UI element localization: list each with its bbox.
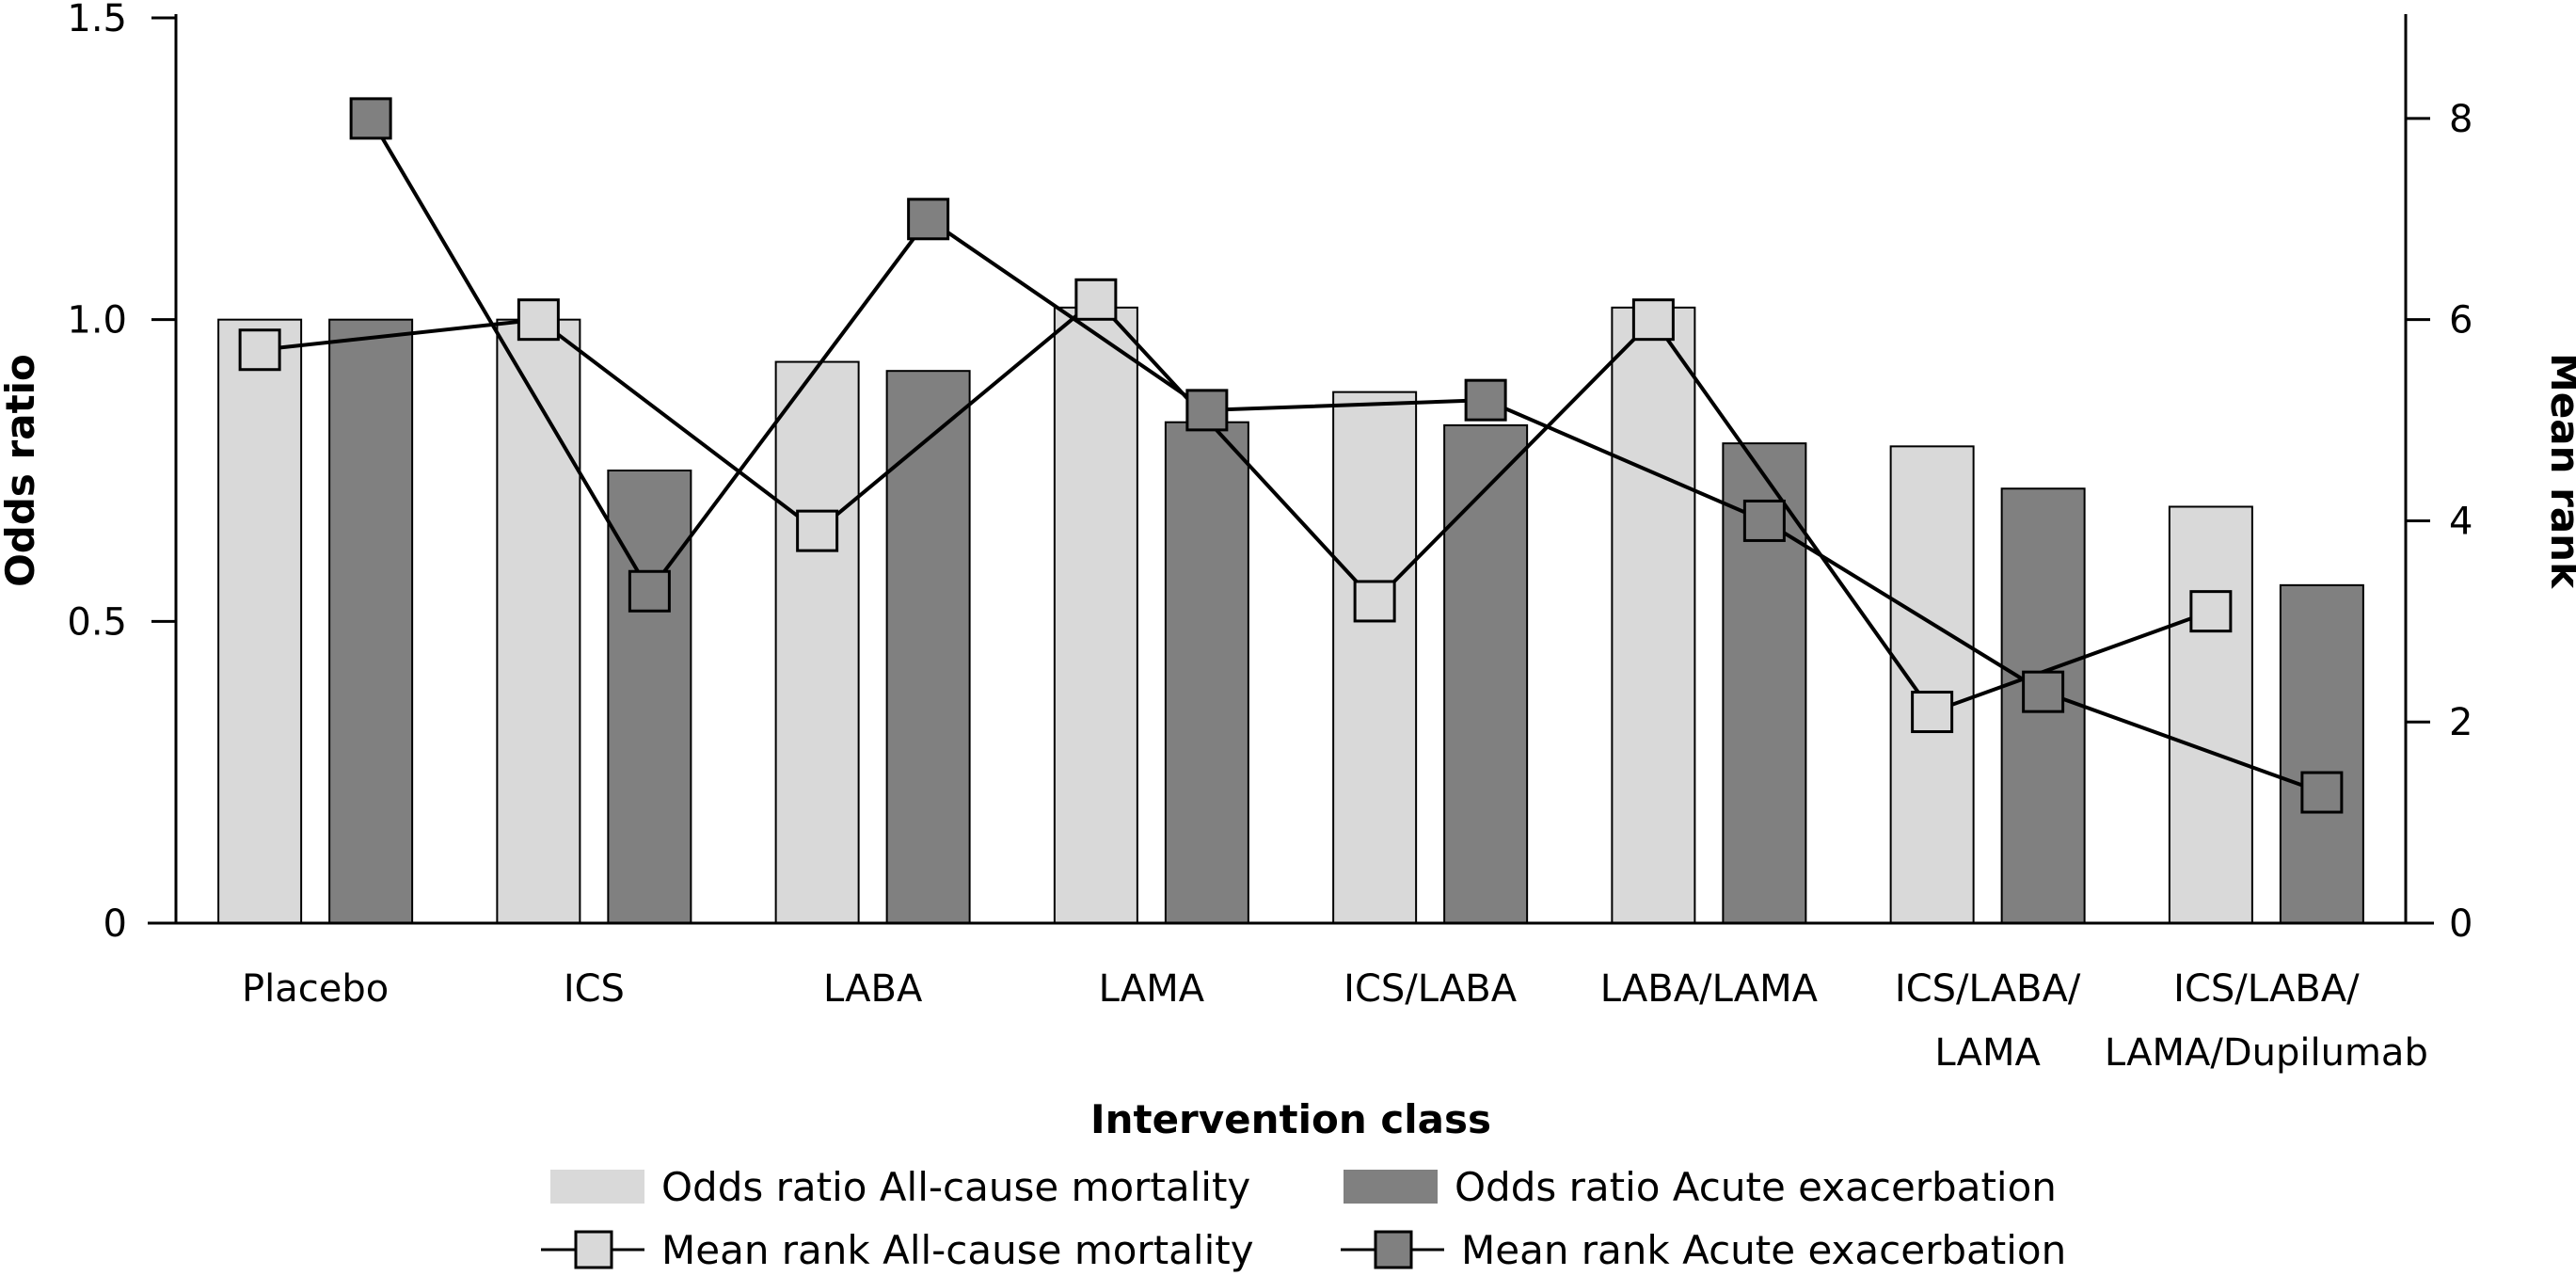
rank-marker-0-1 (517, 298, 560, 342)
rank-marker-0-4 (1353, 580, 1396, 623)
rank-marker-0-7 (2189, 590, 2233, 633)
rank-marker-1-0 (349, 97, 392, 140)
x-tick-label-7-0: ICS/LABA/ (2173, 967, 2360, 1011)
bar-mortality-1 (496, 318, 581, 924)
legend-label-1: Odds ratio Acute exacerbation (1455, 1164, 2057, 1210)
bar-exacerbation-3 (1164, 421, 1249, 924)
rank-marker-1-2 (907, 198, 950, 241)
legend-label-3: Mean rank Acute exacerbation (1461, 1227, 2066, 1273)
bar-mortality-0 (217, 318, 303, 924)
legend-label-2: Mean rank All-cause mortality (661, 1227, 1254, 1273)
bar-mortality-4 (1332, 391, 1418, 925)
legend-swatch-0 (550, 1170, 644, 1204)
bar-exacerbation-7 (2279, 583, 2364, 924)
x-axis-title: Intervention class (1090, 1096, 1491, 1142)
x-tick-label-6-0: ICS/LABA/ (1895, 967, 2081, 1011)
rank-marker-0-3 (1074, 278, 1118, 321)
rank-marker-1-3 (1185, 389, 1229, 432)
rank-line-0 (259, 296, 2212, 714)
legend-marker-2 (574, 1230, 613, 1269)
y2-tick-label-3: 6 (2449, 299, 2473, 343)
rank-marker-1-1 (628, 569, 671, 613)
rank-marker-0-6 (1911, 691, 1954, 734)
x-tick-label-5-0: LABA/LAMA (1600, 967, 1819, 1011)
y-tick-label-0: 0 (103, 902, 127, 946)
y-axis-title: Odds ratio (0, 354, 43, 587)
rank-marker-0-5 (1631, 298, 1675, 342)
bar-mortality-5 (1611, 306, 1696, 924)
legend-marker-3 (1374, 1230, 1413, 1269)
bar-mortality-7 (2168, 505, 2253, 924)
y2-tick-label-1: 2 (2449, 701, 2473, 744)
x-tick-label-1-0: ICS (564, 967, 625, 1011)
y-tick-label-3: 1.5 (67, 0, 127, 40)
y2-tick-label-4: 8 (2449, 98, 2473, 141)
x-tick-label-0-0: Placebo (242, 967, 389, 1011)
x-tick-label-2-0: LABA (823, 967, 923, 1011)
rank-marker-1-4 (1464, 378, 1507, 422)
rank-marker-0-2 (796, 509, 839, 552)
mean-rank-lines-layer (238, 97, 2344, 814)
rank-marker-0-0 (238, 328, 281, 372)
bar-mortality-6 (1889, 445, 1975, 924)
y-tick-label-1: 0.5 (67, 600, 127, 644)
axes-layer: 0 0.5 1.0 1.5 0 2 4 6 8 (67, 0, 2473, 946)
y2-tick-label-0: 0 (2449, 902, 2473, 946)
x-tick-label-6-1: LAMA (1934, 1031, 2041, 1075)
y2-axis-title: Mean rank (2542, 353, 2576, 589)
bar-exacerbation-0 (328, 318, 414, 924)
bar-exacerbation-2 (885, 370, 971, 924)
y2-tick-label-2: 4 (2449, 500, 2473, 543)
x-tick-labels: Placebo ICS LABA LAMA ICS/LABA LABA/LAMA ICS/L… (242, 967, 2428, 1075)
x-tick-label-4-0: ICS/LABA (1344, 967, 1518, 1011)
rank-line-1 (369, 117, 2323, 794)
x-tick-label-7-1: LAMA/Dupilumab (2105, 1031, 2428, 1075)
bars-layer (217, 306, 2364, 925)
legend-label-0: Odds ratio All-cause mortality (661, 1164, 1250, 1210)
legend-swatch-1 (1344, 1170, 1438, 1204)
bar-mortality-2 (774, 360, 860, 924)
rank-marker-1-5 (1742, 499, 1786, 542)
y-tick-label-2: 1.0 (67, 299, 127, 343)
x-tick-label-3-0: LAMA (1099, 967, 1205, 1011)
bar-exacerbation-4 (1443, 423, 1529, 924)
legend: Odds ratio All-cause mortality Odds ratio… (541, 1164, 2066, 1273)
rank-marker-1-7 (2300, 771, 2344, 814)
rank-marker-1-6 (2022, 670, 2065, 713)
bar-mortality-3 (1053, 306, 1138, 924)
